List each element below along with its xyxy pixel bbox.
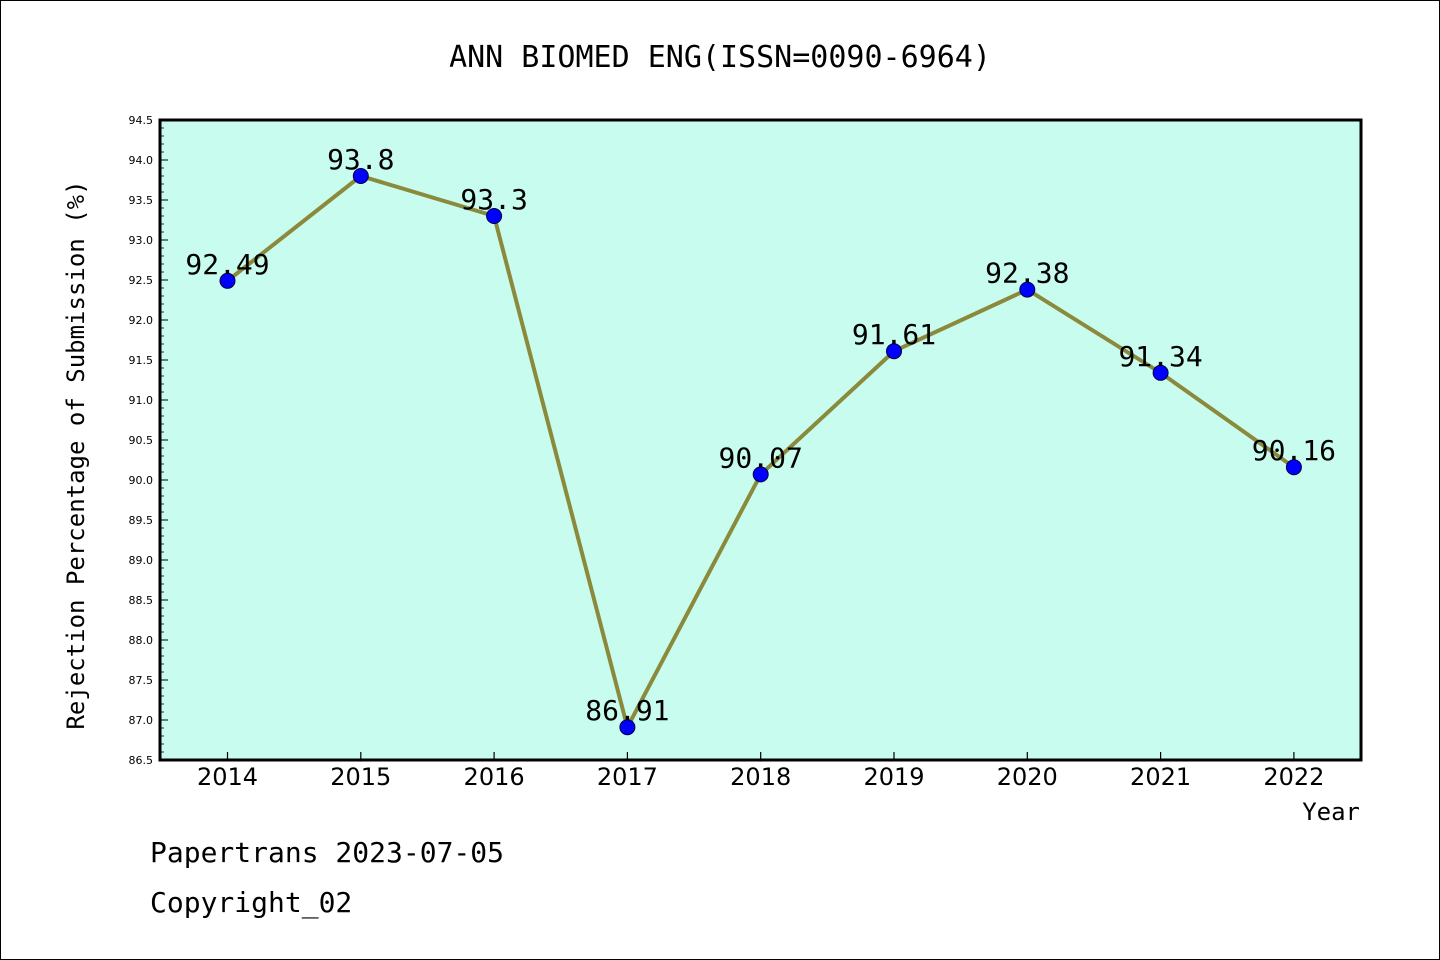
data-label: 92.38 [985,257,1069,290]
y-tick-label: 90.5 [129,434,154,447]
y-tick-label: 93.0 [129,234,154,247]
x-axis-ticks: 2014 2015 2016 2017 2018 2019 2020 2021 2022 [197,752,1324,791]
data-point [752,466,769,483]
data-point [886,343,902,360]
data-label: 92.49 [185,248,269,281]
data-label: 93.3 [460,183,527,216]
data-label: 90.07 [719,441,803,474]
y-tick-label: 88.5 [129,594,154,607]
x-tick-label: 2022 [1263,763,1324,791]
plot-area [158,118,1363,762]
y-tick-label: 87.5 [129,674,154,687]
y-axis-label: Rejection Percentage of Submission (%) [62,180,90,729]
y-tick-label: 88.0 [129,634,154,647]
data-label: 91.61 [852,318,936,351]
footer-copyright: Copyright_02 [150,886,353,919]
y-tick-label: 90.0 [129,474,154,487]
data-label: 86.91 [585,694,669,727]
data-label: 93.8 [327,143,394,176]
data-point [1019,281,1036,298]
y-tick-label: 89.0 [129,554,154,567]
y-tick-label: 93.5 [129,194,154,207]
footer-papertrans: Papertrans 2023-07-05 [150,836,505,869]
y-tick-label: 91.5 [129,354,154,367]
x-tick-label: 2014 [197,763,258,791]
chart-title: ANN BIOMED ENG(ISSN=0090-6964) [449,40,991,75]
y-tick-label: 87.0 [129,714,154,727]
y-tick-label: 92.5 [129,274,154,287]
data-point [352,168,369,184]
x-tick-label: 2019 [863,763,924,791]
y-tick-label: 89.5 [129,514,154,527]
data-point [219,272,236,289]
data-point [1285,459,1302,476]
data-point [1152,364,1169,381]
data-label: 91.34 [1118,340,1202,373]
y-tick-label: 86.5 [129,754,154,767]
x-tick-label: 2015 [330,763,391,791]
x-tick-label: 2018 [730,763,791,791]
data-point [486,208,503,224]
x-tick-label: 2021 [1130,763,1191,791]
y-tick-label: 94.5 [129,114,154,127]
data-labels: 92.49 93.8 93.3 86.91 90.07 91.61 92.38 91.34 90… [185,143,1336,727]
x-tick-label: 2016 [464,763,525,791]
y-tick-label: 94.0 [129,154,154,167]
x-axis-label: Year [1302,798,1360,826]
y-tick-label: 92.0 [129,314,154,327]
x-tick-label: 2020 [997,763,1058,791]
y-tick-label: 91.0 [129,394,154,407]
data-point-markers [219,168,1302,736]
x-tick-label: 2017 [597,763,658,791]
data-label: 90.16 [1252,434,1336,467]
data-point [619,719,636,736]
y-axis-ticks: 86.5 87.0 87.5 88.0 88.5 89.0 89.5 90.0 90.5 91.0… [129,114,168,767]
